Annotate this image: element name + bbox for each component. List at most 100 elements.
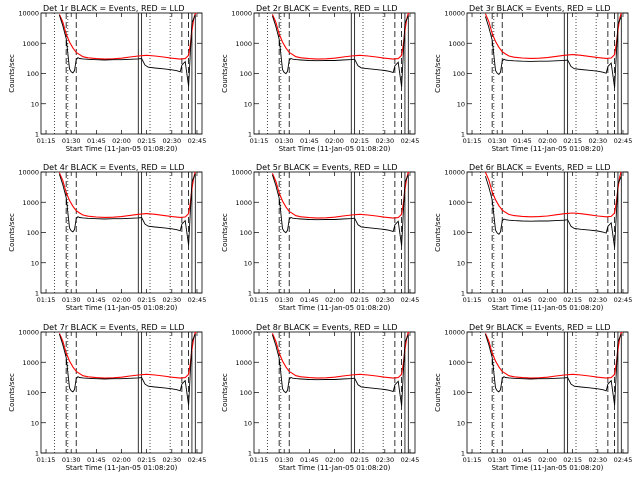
x-axis-label: Start Time (11-Jan-05 01:08:20) xyxy=(492,145,604,153)
y-tick-label: 1000 xyxy=(22,359,39,367)
x-tick-label: 02:15 xyxy=(137,137,156,145)
x-axis-label: Start Time (11-Jan-05 01:08:20) xyxy=(66,145,178,153)
x-tick-label: 02:00 xyxy=(325,456,344,464)
x-tick-label: 01:45 xyxy=(513,456,532,464)
y-tick-label: 100 xyxy=(27,389,39,397)
y-tick-label: 1000 xyxy=(448,359,465,367)
x-tick-label: 01:15 xyxy=(37,137,56,145)
y-axis-label: Counts/sec xyxy=(8,213,16,252)
x-axis-label: Start Time (11-Jan-05 01:08:20) xyxy=(66,304,178,312)
x-tick-label: 01:30 xyxy=(62,137,81,145)
y-tick-label: 1 xyxy=(35,290,39,298)
x-tick-label: 01:45 xyxy=(300,456,319,464)
x-tick-label: 01:30 xyxy=(488,137,507,145)
x-tick-label: 02:00 xyxy=(325,296,344,304)
x-tick-label: 01:30 xyxy=(488,456,507,464)
x-tick-label: 02:45 xyxy=(188,137,207,145)
x-axis-label: Start Time (11-Jan-05 01:08:20) xyxy=(279,304,391,312)
y-axis-label: Counts/sec xyxy=(221,213,229,252)
x-tick-label: 01:15 xyxy=(37,296,56,304)
x-axis-label: Start Time (11-Jan-05 01:08:20) xyxy=(279,145,391,153)
x-tick-label: 01:45 xyxy=(300,296,319,304)
x-tick-label: 01:30 xyxy=(488,296,507,304)
events-series-line xyxy=(271,15,409,87)
x-tick-label: 02:30 xyxy=(375,456,394,464)
panel-2: Det 2r BLACK = Events, RED = LLD 01:15 01:… xyxy=(221,4,419,153)
x-tick-label: 02:00 xyxy=(538,456,557,464)
y-tick-label: 100 xyxy=(453,70,465,78)
x-tick-label: 02:30 xyxy=(162,296,181,304)
panel-title: Det 2r BLACK = Events, RED = LLD xyxy=(256,4,398,13)
x-tick-label: 02:30 xyxy=(162,456,181,464)
y-tick-label: 1 xyxy=(35,131,39,139)
events-series-line xyxy=(58,333,196,406)
lld-series-line xyxy=(484,13,622,59)
y-tick-label: 10000 xyxy=(444,10,465,18)
x-tick-label: 01:15 xyxy=(250,456,269,464)
events-series-line xyxy=(484,176,622,248)
panel-1: Det 1r BLACK = Events, RED = LLD 01:15 01:… xyxy=(8,4,206,153)
y-tick-label: 10000 xyxy=(18,329,39,337)
panel-4: Det 4r BLACK = Events, RED = LLD 01:15 01:… xyxy=(8,163,206,312)
y-tick-label: 10000 xyxy=(231,329,252,337)
y-tick-label: 100 xyxy=(240,389,252,397)
events-series-line xyxy=(58,173,196,246)
x-tick-label: 02:15 xyxy=(350,456,369,464)
x-tick-label: 02:30 xyxy=(375,137,394,145)
y-tick-label: 10 xyxy=(457,259,465,267)
x-tick-label: 01:15 xyxy=(463,456,482,464)
x-tick-label: 01:30 xyxy=(275,137,294,145)
panel-title: Det 4r BLACK = Events, RED = LLD xyxy=(43,163,185,172)
y-tick-label: 100 xyxy=(27,70,39,78)
y-tick-label: 1 xyxy=(461,131,465,139)
y-tick-label: 1000 xyxy=(22,40,39,48)
x-tick-label: 02:45 xyxy=(401,296,420,304)
x-tick-label: 02:30 xyxy=(162,137,181,145)
x-tick-label: 02:15 xyxy=(350,137,369,145)
y-tick-label: 100 xyxy=(240,70,252,78)
y-tick-label: 1 xyxy=(461,450,465,458)
x-tick-label: 01:45 xyxy=(513,137,532,145)
panel-3: Det 3r BLACK = Events, RED = LLD 01:15 01:… xyxy=(434,4,632,153)
x-tick-label: 02:45 xyxy=(614,456,633,464)
y-tick-label: 10 xyxy=(457,419,465,427)
y-tick-label: 1000 xyxy=(448,40,465,48)
y-tick-label: 1 xyxy=(248,450,252,458)
y-tick-label: 100 xyxy=(240,229,252,237)
x-tick-label: 01:15 xyxy=(250,296,269,304)
y-tick-label: 1000 xyxy=(448,199,465,207)
y-tick-label: 10000 xyxy=(231,10,252,18)
panel-title: Det 5r BLACK = Events, RED = LLD xyxy=(256,163,398,172)
x-axis-label: Start Time (11-Jan-05 01:08:20) xyxy=(279,464,391,472)
y-tick-label: 10000 xyxy=(231,169,252,177)
x-tick-label: 02:15 xyxy=(137,296,156,304)
x-axis-label: Start Time (11-Jan-05 01:08:20) xyxy=(492,464,604,472)
y-tick-label: 100 xyxy=(453,389,465,397)
lld-series-line xyxy=(484,332,623,379)
y-tick-label: 10000 xyxy=(18,169,39,177)
y-axis-label: Counts/sec xyxy=(221,54,229,93)
panel-6: Det 6r BLACK = Events, RED = LLD 01:15 01:… xyxy=(434,163,632,312)
events-series-line xyxy=(58,14,196,87)
panel-title: Det 9r BLACK = Events, RED = LLD xyxy=(469,323,611,332)
y-tick-label: 1000 xyxy=(22,199,39,207)
x-tick-label: 01:45 xyxy=(87,296,106,304)
x-tick-label: 01:15 xyxy=(463,296,482,304)
x-tick-label: 02:45 xyxy=(188,296,207,304)
x-tick-label: 02:00 xyxy=(112,137,131,145)
x-tick-label: 02:15 xyxy=(563,296,582,304)
y-axis-label: Counts/sec xyxy=(8,54,16,93)
y-tick-label: 1 xyxy=(248,290,252,298)
panel-title: Det 1r BLACK = Events, RED = LLD xyxy=(43,4,185,13)
x-tick-label: 02:30 xyxy=(588,137,607,145)
x-tick-label: 01:15 xyxy=(463,137,482,145)
x-tick-label: 02:00 xyxy=(112,296,131,304)
x-axis-label: Start Time (11-Jan-05 01:08:20) xyxy=(66,464,178,472)
x-tick-label: 01:45 xyxy=(300,137,319,145)
x-tick-label: 02:30 xyxy=(588,456,607,464)
panel-9: Det 9r BLACK = Events, RED = LLD 01:15 01:… xyxy=(434,323,632,472)
y-axis-label: Counts/sec xyxy=(8,373,16,412)
x-tick-label: 02:45 xyxy=(401,456,420,464)
x-tick-label: 02:15 xyxy=(137,456,156,464)
x-tick-label: 01:30 xyxy=(62,456,81,464)
